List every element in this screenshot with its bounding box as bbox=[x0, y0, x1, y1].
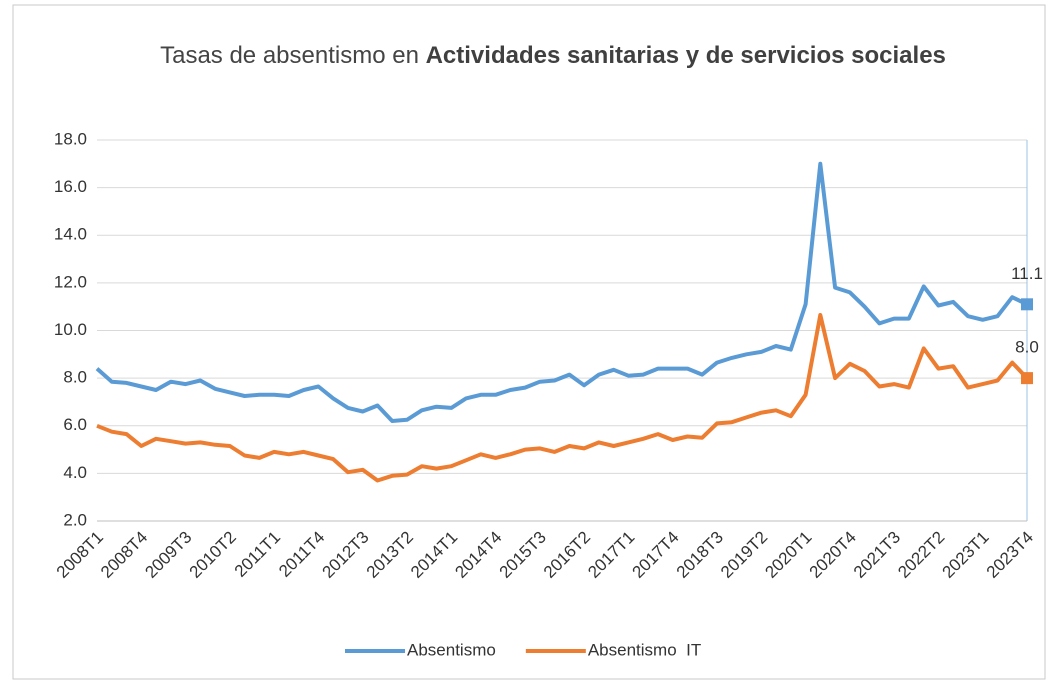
data-label: 8.0 bbox=[1015, 338, 1039, 357]
chart-title: Tasas de absentismo en Actividades sanit… bbox=[143, 36, 963, 76]
data-label: 11.1 bbox=[1011, 264, 1043, 283]
y-tick-label: 16.0 bbox=[54, 177, 87, 196]
y-tick-label: 18.0 bbox=[54, 129, 87, 148]
data-marker bbox=[1021, 372, 1033, 385]
y-tick-label: 2.0 bbox=[63, 510, 87, 529]
y-tick-label: 14.0 bbox=[54, 225, 87, 244]
y-tick-label: 10.0 bbox=[54, 320, 87, 339]
series-line bbox=[96, 313, 1029, 483]
y-tick-label: 6.0 bbox=[63, 415, 87, 434]
legend-label: Absentismo bbox=[407, 640, 496, 659]
y-tick-label: 8.0 bbox=[63, 368, 87, 387]
y-tick-label: 4.0 bbox=[63, 463, 87, 482]
data-marker bbox=[1021, 298, 1033, 311]
title-emphasis: Actividades sanitarias y de servicios so… bbox=[425, 42, 946, 69]
y-tick-label: 12.0 bbox=[54, 272, 87, 291]
chart-frame bbox=[12, 4, 1046, 680]
title-text: Tasas de absentismo en bbox=[160, 42, 419, 69]
legend-label: Absentismo IT bbox=[588, 640, 701, 659]
series-line bbox=[95, 161, 1028, 423]
